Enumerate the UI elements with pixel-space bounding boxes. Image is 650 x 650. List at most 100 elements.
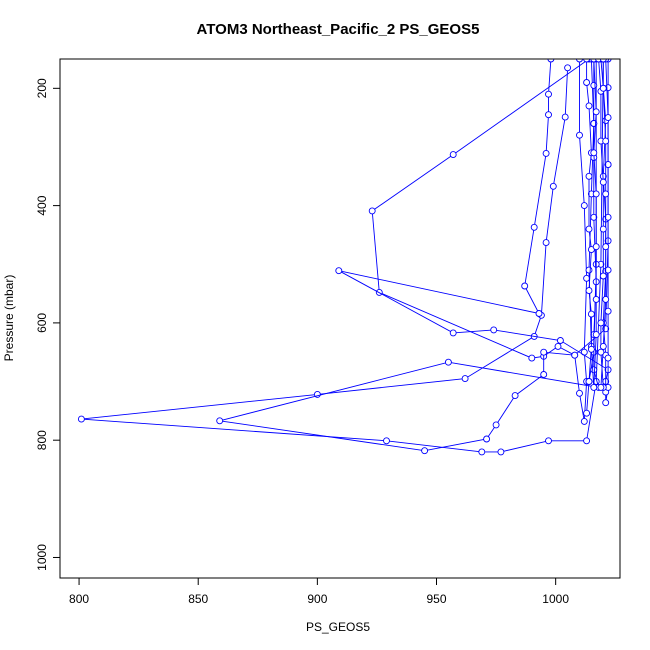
y-tick-label: 1000 [35, 544, 49, 571]
data-point [592, 190, 600, 198]
data-point [483, 435, 491, 443]
data-point [604, 307, 612, 315]
series-7 [583, 59, 600, 391]
data-point [549, 182, 557, 190]
data-point [492, 421, 500, 429]
data-point [545, 437, 552, 445]
data-point [590, 149, 598, 157]
data-point [602, 243, 610, 251]
data-point [556, 337, 564, 344]
data-point [583, 79, 591, 86]
y-tick-label: 800 [35, 430, 49, 450]
data-point [335, 267, 343, 275]
data-point [561, 113, 569, 121]
x-tick-label: 850 [188, 592, 208, 606]
plot-frame [59, 58, 621, 579]
data-point [585, 102, 593, 110]
x-tick-label: 800 [69, 592, 89, 606]
data-point [602, 399, 610, 407]
data-point [592, 331, 600, 339]
data-point [599, 59, 607, 63]
data-point [368, 207, 376, 215]
data-point [535, 310, 543, 317]
x-axis-label: PS_GEOS5 [306, 620, 370, 634]
data-point [592, 108, 600, 116]
data-point [580, 202, 588, 210]
data-point [545, 90, 552, 98]
data-point [554, 342, 562, 350]
data-point [511, 392, 519, 400]
x-tick-label: 950 [426, 592, 446, 606]
data-point [540, 348, 548, 356]
data-point [583, 437, 591, 445]
data-point [599, 342, 607, 350]
y-tick-label: 600 [35, 313, 49, 333]
data-point [461, 375, 469, 383]
series-2 [368, 59, 593, 425]
data-point [576, 131, 583, 139]
data-point [521, 282, 529, 290]
data-point [604, 266, 612, 274]
data-point [421, 447, 429, 455]
data-point [449, 329, 457, 337]
data-point [542, 239, 550, 247]
data-point [583, 409, 591, 417]
y-tick-label: 200 [35, 78, 49, 98]
data-point [590, 81, 598, 89]
series-line [600, 59, 609, 403]
data-point [587, 345, 595, 353]
series-1 [77, 59, 607, 456]
data-point [602, 137, 610, 145]
x-axis: 800 850 900 950 1000 [69, 578, 569, 606]
data-point [602, 190, 610, 198]
data-point [571, 351, 579, 359]
data-point [585, 378, 593, 385]
data-point [587, 310, 595, 318]
data-point [590, 383, 598, 391]
series-8 [595, 59, 610, 391]
data-point [449, 151, 457, 159]
series-line [371, 59, 590, 422]
data-point [490, 326, 498, 334]
series-line [586, 59, 597, 388]
data-point [540, 371, 548, 378]
data-point [604, 354, 612, 362]
data-point [599, 225, 607, 233]
data-point [599, 272, 607, 280]
y-tick-label: 400 [35, 195, 49, 215]
data-point [583, 59, 591, 63]
series-line [81, 59, 604, 453]
data-point [602, 295, 610, 303]
data-point [585, 266, 593, 274]
data-point [592, 243, 600, 251]
data-point [528, 354, 536, 362]
data-point [497, 448, 505, 456]
data-point [478, 448, 486, 456]
data-point [583, 274, 591, 282]
data-point [545, 111, 552, 119]
data-point [383, 437, 390, 445]
data-point [597, 383, 605, 391]
data-point [590, 366, 598, 374]
data-point [585, 225, 593, 233]
series-4 [335, 59, 612, 385]
data-point [77, 415, 85, 423]
data-point [444, 358, 452, 366]
data-point [542, 149, 550, 157]
data-point [585, 287, 593, 295]
x-tick-label: 900 [307, 592, 327, 606]
y-axis: 200 400 600 800 1000 [35, 78, 60, 571]
data-point [547, 59, 555, 63]
data-point [604, 213, 612, 221]
data-point [597, 348, 605, 356]
data-point [592, 295, 600, 303]
data-point [576, 389, 583, 397]
data-point [597, 319, 605, 327]
data-point [590, 213, 598, 221]
data-point [216, 417, 224, 425]
data-point [599, 178, 607, 186]
data-point [599, 84, 607, 92]
data-point [604, 161, 612, 169]
data-point [564, 64, 572, 72]
